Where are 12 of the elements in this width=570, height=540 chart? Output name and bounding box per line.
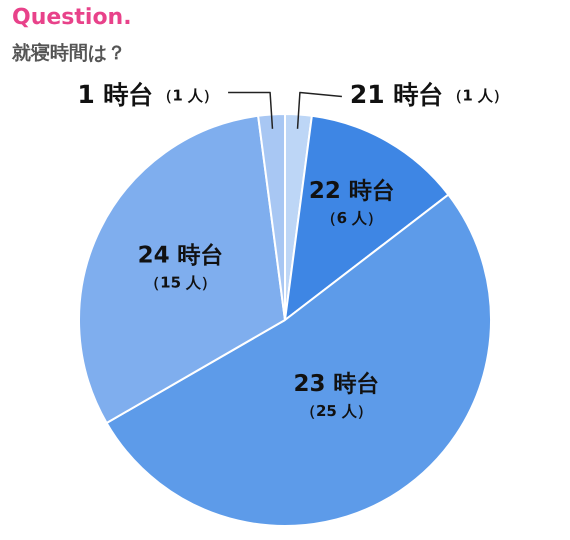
data-label: （15 人） [145,273,216,292]
data-label: （1 人） [447,86,508,104]
slice-label: 23 時台 [293,371,380,398]
chart-subtitle: 就寝時間は？ [12,41,126,66]
data-label: （6 人） [322,208,382,227]
data-label: （1 人） [157,86,218,104]
slice-label: 21 時台 [350,80,444,109]
data-label: （25 人） [300,402,372,420]
slice-label: 22 時台 [308,178,395,204]
chart-title: Question. [12,5,132,30]
slice-label: 1 時台 [77,80,154,109]
slice-label: 24 時台 [138,242,224,269]
